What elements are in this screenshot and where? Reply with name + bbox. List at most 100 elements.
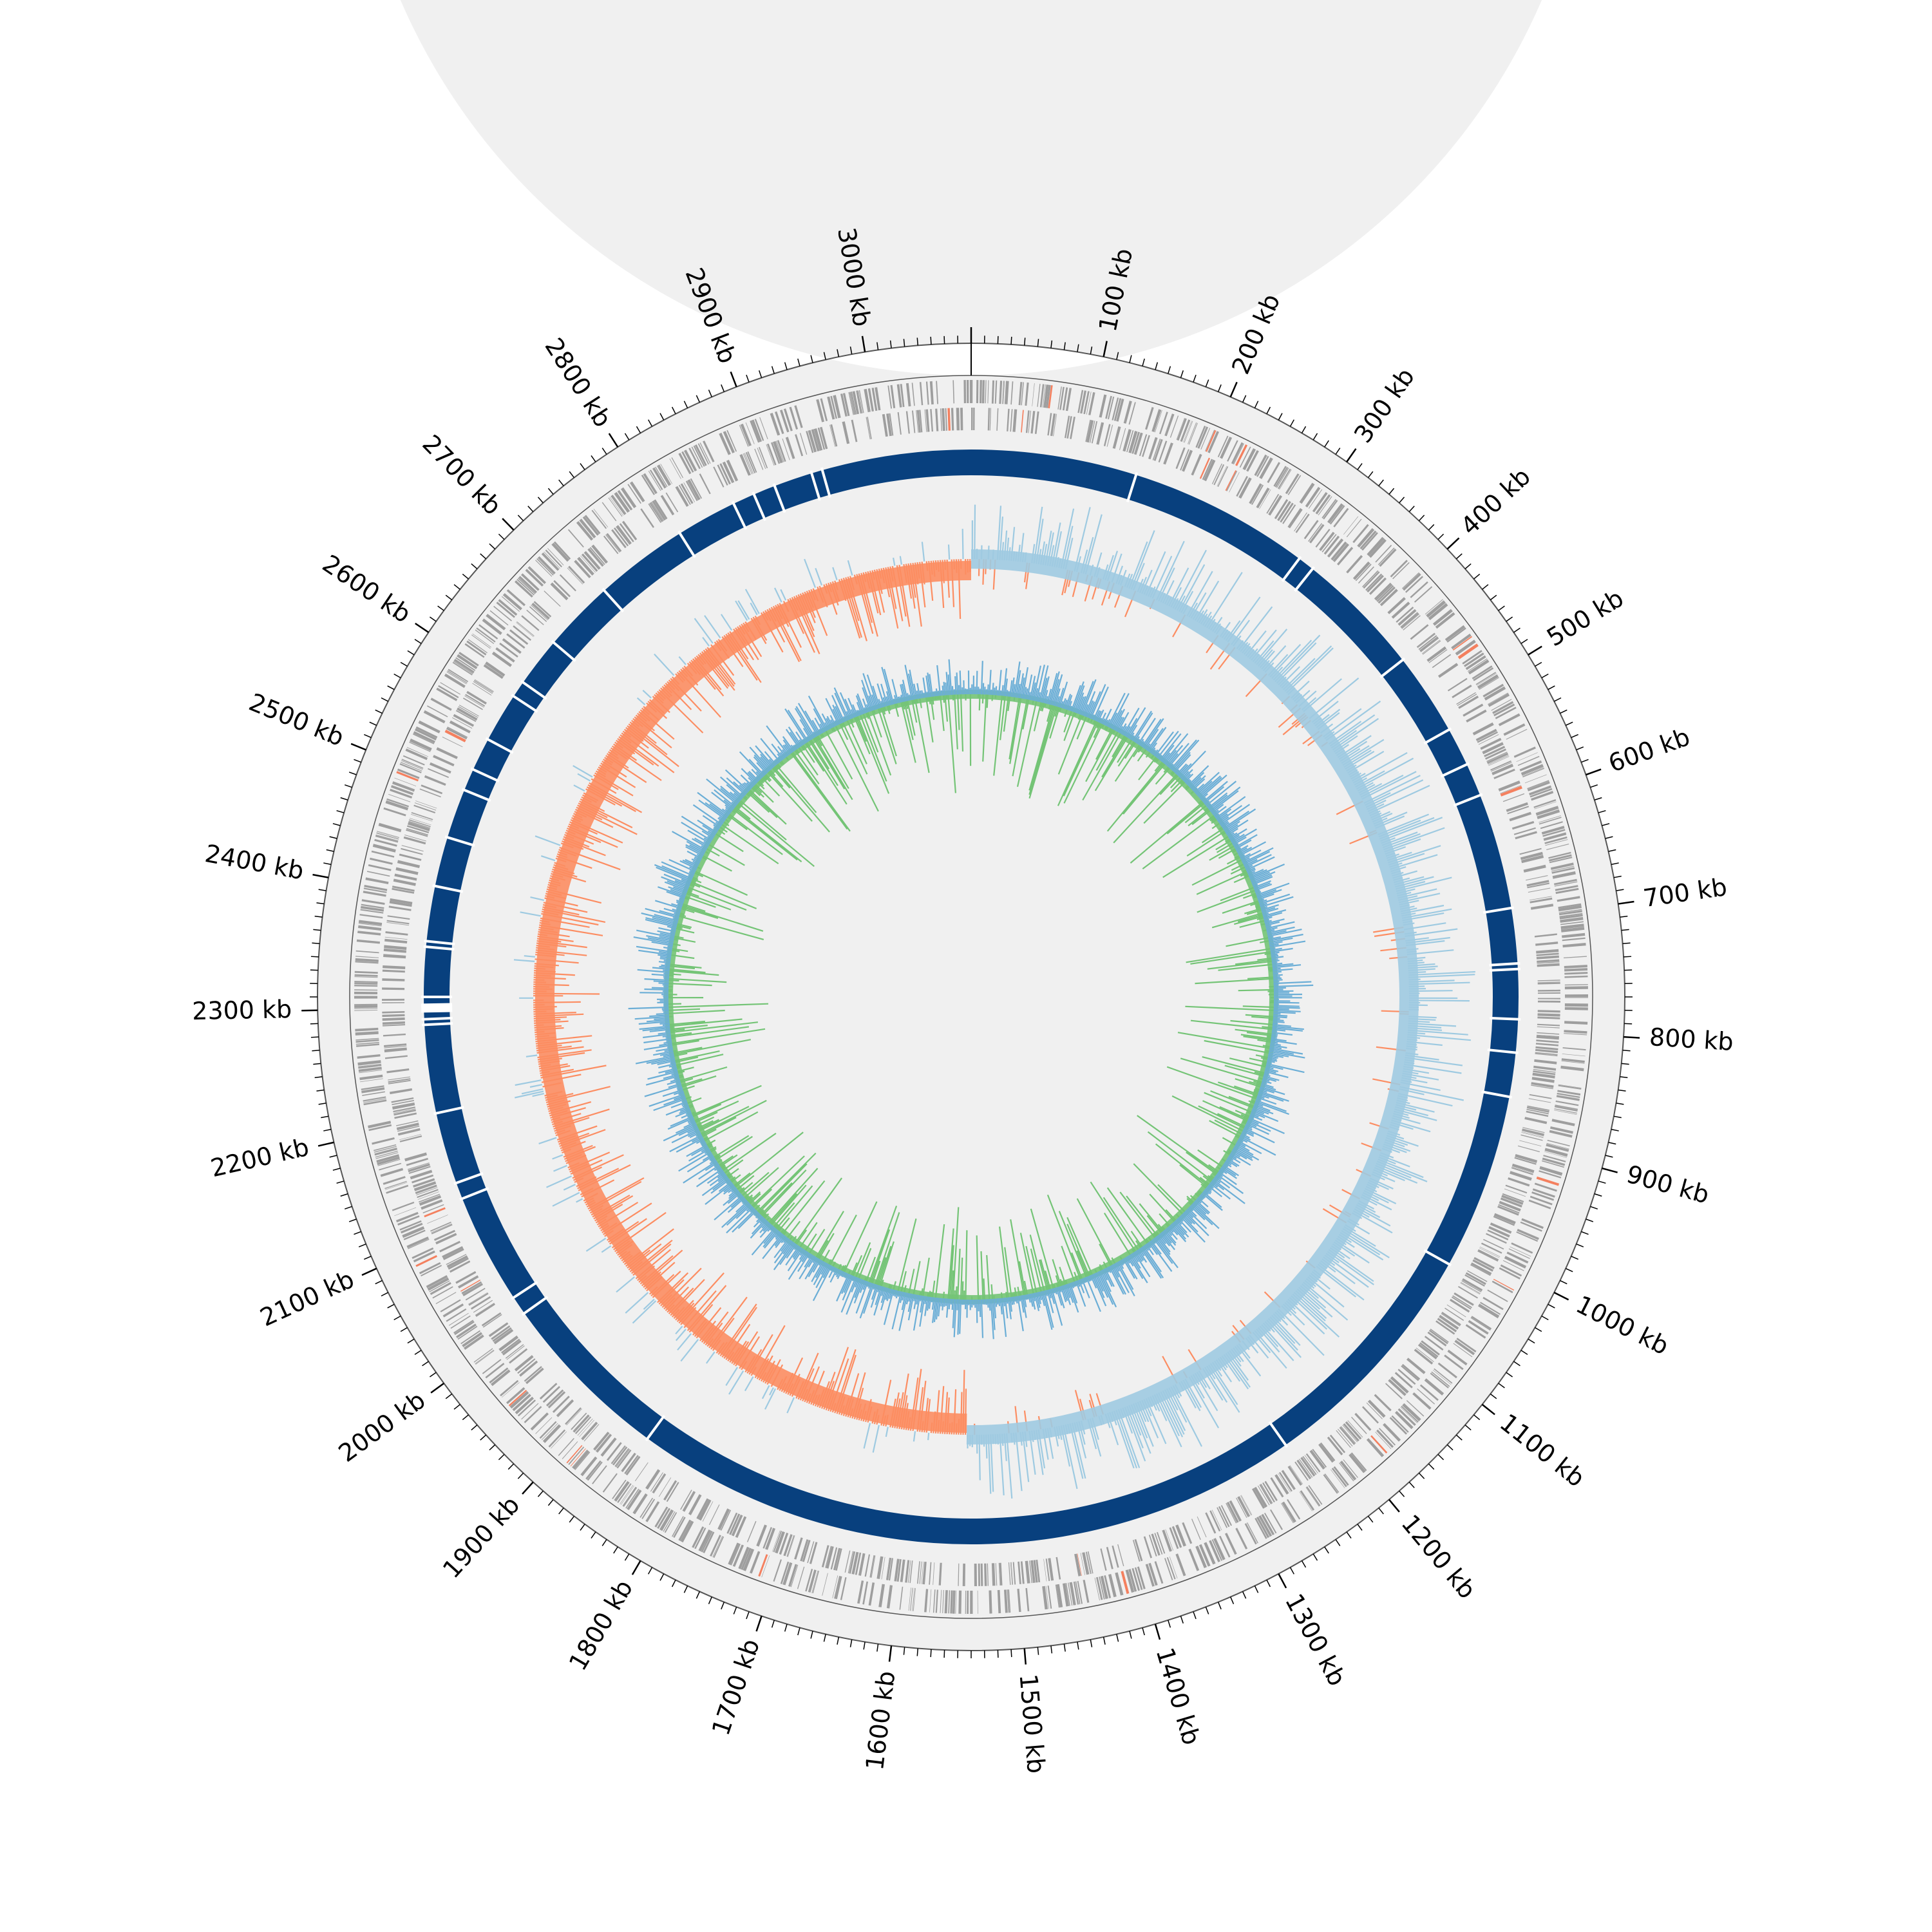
minor-tick: [1418, 515, 1425, 522]
feature-mark: [1552, 871, 1576, 879]
feature-mark: [799, 433, 808, 455]
minor-tick: [784, 362, 788, 370]
feature-mark: [1480, 1302, 1501, 1315]
feature-mark: [1010, 409, 1013, 432]
feature-mark: [392, 1100, 414, 1106]
feature-mark: [1488, 1226, 1510, 1238]
feature-mark: [383, 1033, 406, 1037]
feature-mark: [1537, 1013, 1560, 1017]
feature-mark: [1239, 446, 1251, 468]
feature-mark: [1558, 1084, 1582, 1090]
minor-tick: [810, 1631, 813, 1639]
minor-tick: [375, 1280, 383, 1285]
feature-mark: [1498, 1204, 1520, 1214]
feature-mark: [386, 1068, 410, 1074]
feature-mark: [1488, 756, 1510, 766]
feature-mark: [1534, 801, 1557, 810]
minor-tick: [671, 1579, 676, 1587]
feature-mark: [384, 938, 408, 943]
feature-mark: [1086, 392, 1092, 415]
feature-mark: [919, 410, 923, 433]
feature-mark: [1247, 1522, 1258, 1544]
minor-tick: [1528, 1338, 1535, 1344]
feature-mark: [1562, 933, 1586, 938]
feature-mark: [785, 437, 795, 459]
feature-mark: [1540, 821, 1563, 829]
feature-mark: [413, 1250, 435, 1263]
feature-mark: [358, 923, 382, 927]
feature-mark: [994, 380, 998, 404]
feature-mark: [1343, 516, 1359, 535]
feature-mark: [1340, 1426, 1356, 1444]
feature-mark: [887, 385, 892, 409]
feature-mark: [1236, 476, 1248, 497]
feature-mark: [1169, 1527, 1179, 1549]
feature-mark: [1175, 447, 1186, 469]
feature-mark: [478, 624, 498, 639]
minor-tick: [1490, 594, 1497, 601]
feature-mark: [1477, 1249, 1499, 1262]
feature-mark: [582, 516, 599, 536]
feature-mark: [612, 1446, 628, 1466]
feature-mark: [1503, 723, 1526, 736]
feature-mark: [1529, 1094, 1552, 1099]
feature-mark: [1402, 1403, 1421, 1421]
feature-mark: [812, 1570, 819, 1594]
feature-mark: [1266, 493, 1280, 514]
feature-mark: [1458, 1285, 1478, 1299]
minor-tick: [1242, 1591, 1247, 1599]
feature-mark: [547, 548, 564, 565]
feature-mark: [430, 1222, 451, 1232]
feature-mark: [1218, 1506, 1230, 1528]
feature-mark: [449, 720, 471, 734]
feature-mark: [572, 1450, 588, 1468]
contig-gap: [511, 694, 538, 714]
feature-mark: [1482, 683, 1504, 697]
minor-tick: [837, 349, 840, 357]
feature-mark: [403, 1229, 426, 1240]
contig-gap: [1379, 657, 1406, 679]
feature-mark: [1430, 1329, 1449, 1343]
feature-mark: [1394, 1372, 1413, 1388]
feature-mark: [1096, 1577, 1103, 1600]
feature-mark: [354, 991, 377, 994]
feature-mark: [1274, 499, 1289, 520]
feature-mark: [1558, 909, 1582, 913]
feature-mark: [551, 1431, 567, 1449]
minor-tick: [1437, 533, 1444, 540]
feature-mark: [1465, 1272, 1486, 1285]
feature-mark: [1462, 1278, 1483, 1292]
feature-mark: [541, 552, 560, 571]
feature-mark: [1339, 1463, 1354, 1482]
feature-mark: [397, 1126, 420, 1132]
minor-tick: [429, 1372, 437, 1378]
feature-mark: [1424, 1378, 1444, 1396]
feature-mark: [1542, 1157, 1566, 1166]
feature-mark: [411, 812, 433, 820]
feature-mark: [447, 670, 468, 684]
feature-mark: [1323, 535, 1340, 555]
gc-skew-track: [513, 504, 1475, 1499]
feature-mark: [1175, 1524, 1186, 1547]
minor-tick: [498, 1454, 505, 1461]
feature-mark: [998, 1562, 1000, 1586]
feature-mark: [1352, 561, 1370, 580]
feature-mark: [411, 814, 433, 822]
feature-mark: [1148, 437, 1158, 460]
feature-mark: [1139, 434, 1148, 457]
feature-mark: [1282, 504, 1296, 524]
feature-mark: [1329, 1434, 1346, 1454]
feature-mark: [1045, 1558, 1050, 1582]
feature-mark: [717, 1508, 730, 1530]
minor-tick: [876, 342, 879, 350]
feature-mark: [514, 1355, 534, 1372]
feature-mark: [403, 836, 426, 845]
feature-mark: [1029, 1560, 1033, 1584]
minor-tick: [823, 1634, 826, 1642]
feature-mark: [627, 484, 641, 504]
feature-mark: [408, 822, 430, 831]
minor-tick: [310, 956, 319, 958]
feature-mark: [1100, 1575, 1108, 1599]
feature-mark: [413, 1181, 437, 1191]
feature-mark: [1537, 963, 1560, 967]
